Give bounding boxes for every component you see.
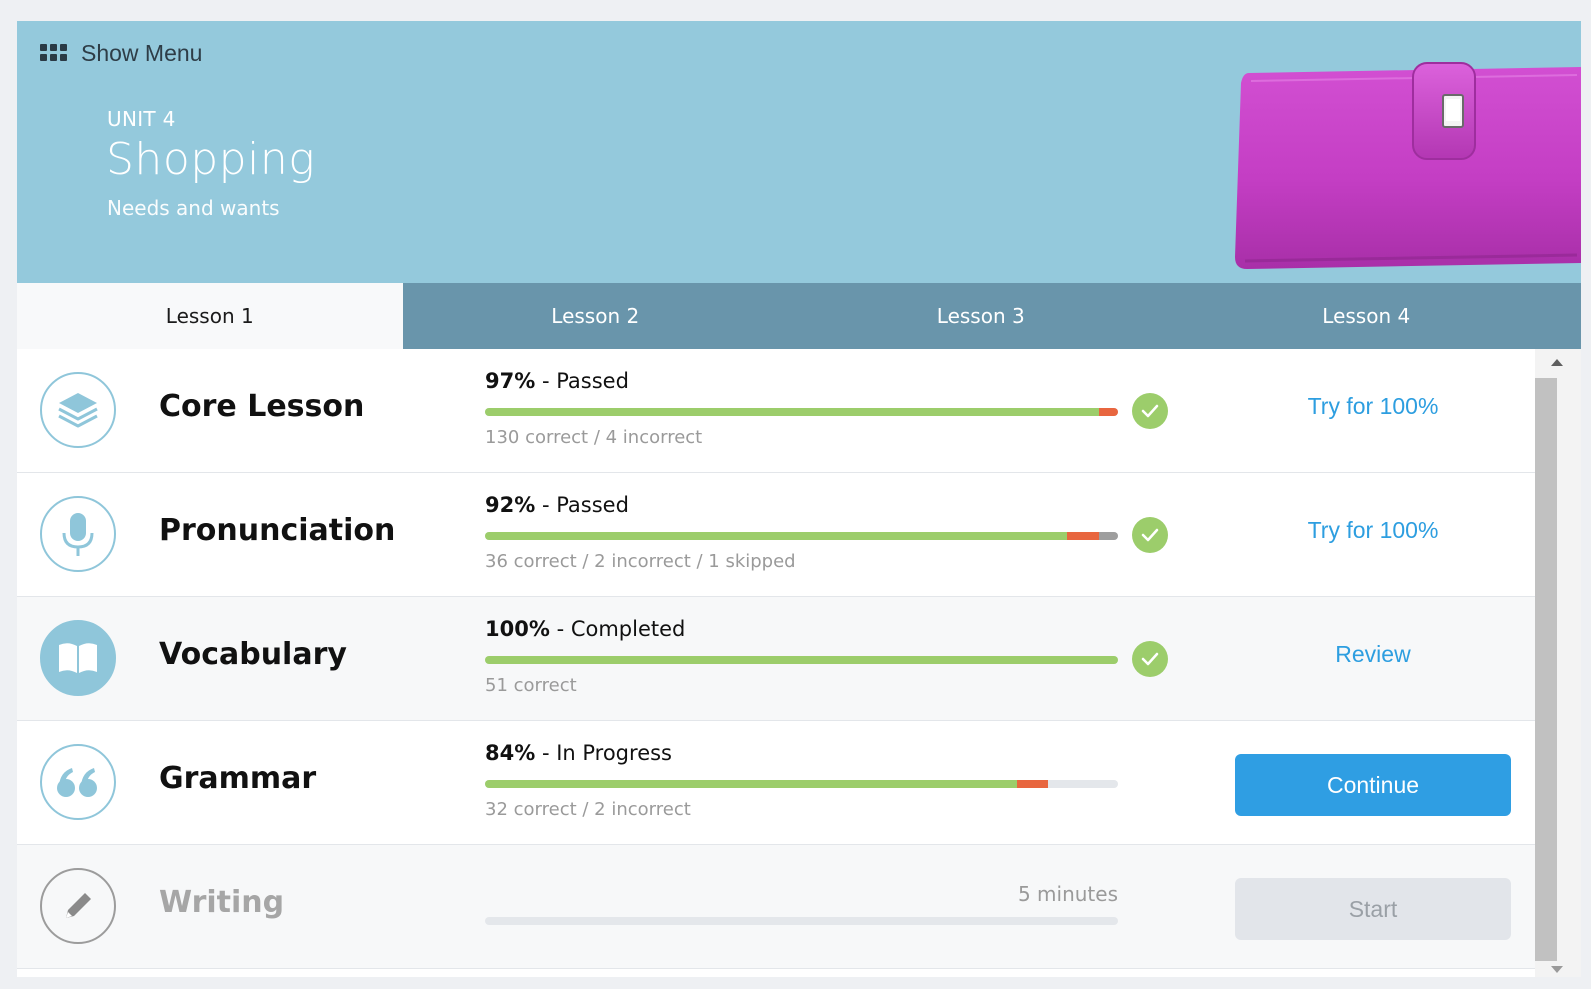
checkmark-icon <box>1132 517 1168 553</box>
activity-row-vocabulary: Vocabulary 100% - Completed 51 correct R… <box>17 597 1535 721</box>
progress-incorrect-segment <box>1067 532 1099 540</box>
unit-title: Shopping <box>106 134 316 185</box>
show-menu-button[interactable]: Show Menu <box>40 40 202 67</box>
unit-card: Show Menu UNIT 4 Shopping Needs and want… <box>17 21 1581 977</box>
progress-correct-segment <box>485 408 1099 416</box>
scrollbar[interactable] <box>1535 349 1581 977</box>
activity-row-grammar: Grammar 84% - In Progress 32 correct / 2… <box>17 721 1535 845</box>
activity-name: Pronunciation <box>159 513 396 548</box>
open-book-icon <box>40 620 116 696</box>
wallet-image <box>1235 62 1581 269</box>
activity-score: 84% - In Progress <box>485 741 672 765</box>
activity-score: 97% - Passed <box>485 369 629 393</box>
unit-header: Show Menu UNIT 4 Shopping Needs and want… <box>17 21 1581 283</box>
microphone-icon <box>40 496 116 572</box>
tab-lesson-4[interactable]: Lesson 4 <box>1322 304 1411 328</box>
progress-bar <box>485 656 1118 664</box>
start-button[interactable]: Start <box>1235 878 1511 940</box>
activity-row-core-lesson: Core Lesson 97% - Passed 130 correct / 4… <box>17 349 1535 473</box>
activity-detail: 130 correct / 4 incorrect <box>485 427 703 448</box>
show-menu-label: Show Menu <box>81 40 203 66</box>
activity-score: 92% - Passed <box>485 493 629 517</box>
progress-bar <box>485 780 1118 788</box>
unit-subtitle: Needs and wants <box>107 196 280 220</box>
progress-bar <box>485 917 1118 925</box>
pencil-icon <box>40 868 116 944</box>
activity-duration: 5 minutes <box>1017 882 1118 906</box>
unit-number: UNIT 4 <box>107 107 176 131</box>
activity-name: Core Lesson <box>159 389 365 424</box>
lesson-tabs: Lesson 1 Lesson 2 Lesson 3 Lesson 4 <box>17 283 1581 349</box>
activity-row-writing: Writing 5 minutes Start <box>17 845 1535 969</box>
activity-score: 100% - Completed <box>485 617 686 641</box>
progress-incorrect-segment <box>1099 408 1118 416</box>
progress-bar <box>485 532 1118 540</box>
tab-lesson-1[interactable]: Lesson 1 <box>17 283 403 349</box>
progress-bar <box>485 408 1118 416</box>
activity-name: Writing <box>159 885 285 920</box>
activity-list: Core Lesson 97% - Passed 130 correct / 4… <box>17 349 1535 977</box>
progress-skipped-segment <box>1099 532 1118 540</box>
progress-correct-segment <box>485 780 1017 788</box>
try-for-100-link[interactable]: Try for 100% <box>1307 517 1439 543</box>
activity-name: Vocabulary <box>159 637 347 672</box>
quotation-marks-icon <box>40 744 116 820</box>
progress-correct-segment <box>485 532 1068 540</box>
checkmark-icon <box>1132 393 1168 429</box>
scrollbar-thumb[interactable] <box>1535 378 1557 961</box>
activity-row-pronunciation: Pronunciation 92% - Passed 36 correct / … <box>17 473 1535 597</box>
activity-detail: 51 correct <box>485 675 577 696</box>
review-link[interactable]: Review <box>1335 641 1411 667</box>
activity-detail: 32 correct / 2 incorrect <box>485 799 691 820</box>
activity-detail: 36 correct / 2 incorrect / 1 skipped <box>485 551 796 572</box>
progress-incorrect-segment <box>1016 780 1049 788</box>
grid-menu-icon <box>40 43 67 64</box>
tab-lesson-3[interactable]: Lesson 3 <box>936 304 1025 328</box>
scroll-up-arrow-icon[interactable] <box>1551 359 1563 366</box>
layers-icon <box>40 372 116 448</box>
activity-name: Grammar <box>159 761 317 796</box>
continue-button[interactable]: Continue <box>1235 754 1511 816</box>
progress-correct-segment <box>485 656 1118 664</box>
scroll-down-arrow-icon[interactable] <box>1551 966 1563 973</box>
try-for-100-link[interactable]: Try for 100% <box>1307 393 1439 419</box>
checkmark-icon <box>1132 641 1168 677</box>
tab-lesson-2[interactable]: Lesson 2 <box>551 304 640 328</box>
